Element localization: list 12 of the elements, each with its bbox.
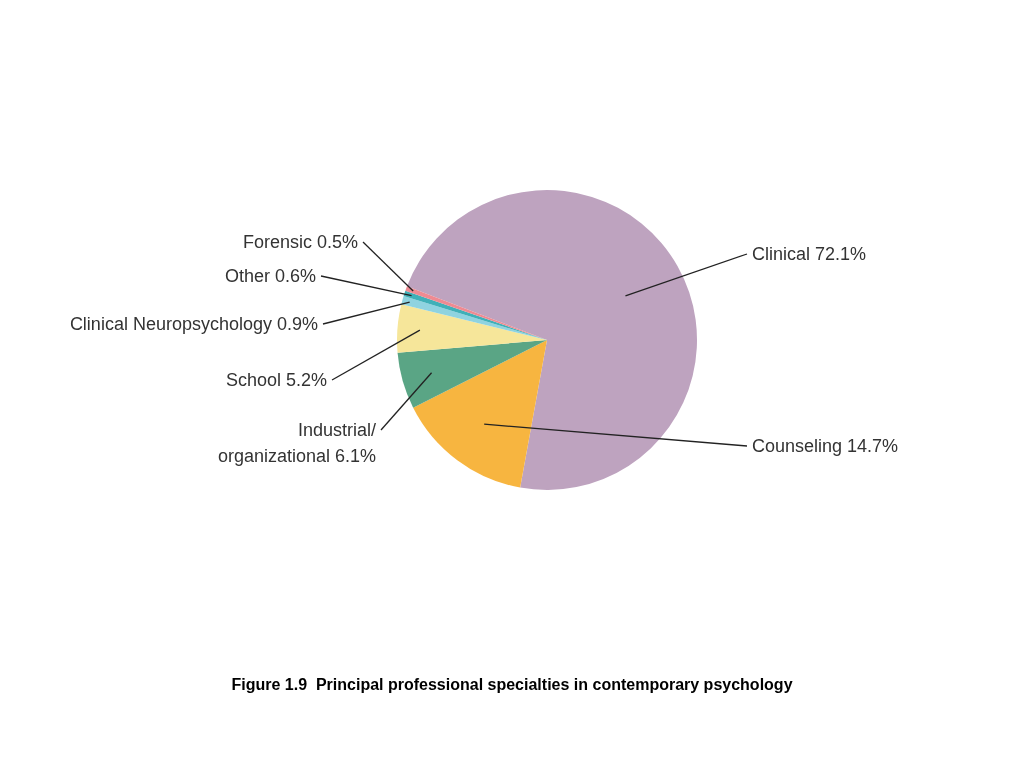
slice-label: Counseling 14.7% — [752, 436, 899, 456]
slice-label: Forensic 0.5% — [242, 232, 358, 252]
pie-slice — [413, 340, 547, 488]
slice-label: Clinical 72.1% — [752, 244, 867, 264]
text: Figure 1.9 Principal professional specialties in contemporary psychology — [231, 676, 793, 693]
slice-label: School 5.2% — [225, 370, 327, 390]
pie-slice — [406, 190, 697, 490]
slice-label: Other 0.6% — [224, 266, 316, 286]
pie-slice — [397, 304, 547, 353]
slice-label: Industrial/organizational 6.1% — [217, 420, 376, 466]
pie-slice — [397, 340, 547, 408]
slice-label: Clinical Neuropsychology 0.9% — [69, 314, 318, 334]
